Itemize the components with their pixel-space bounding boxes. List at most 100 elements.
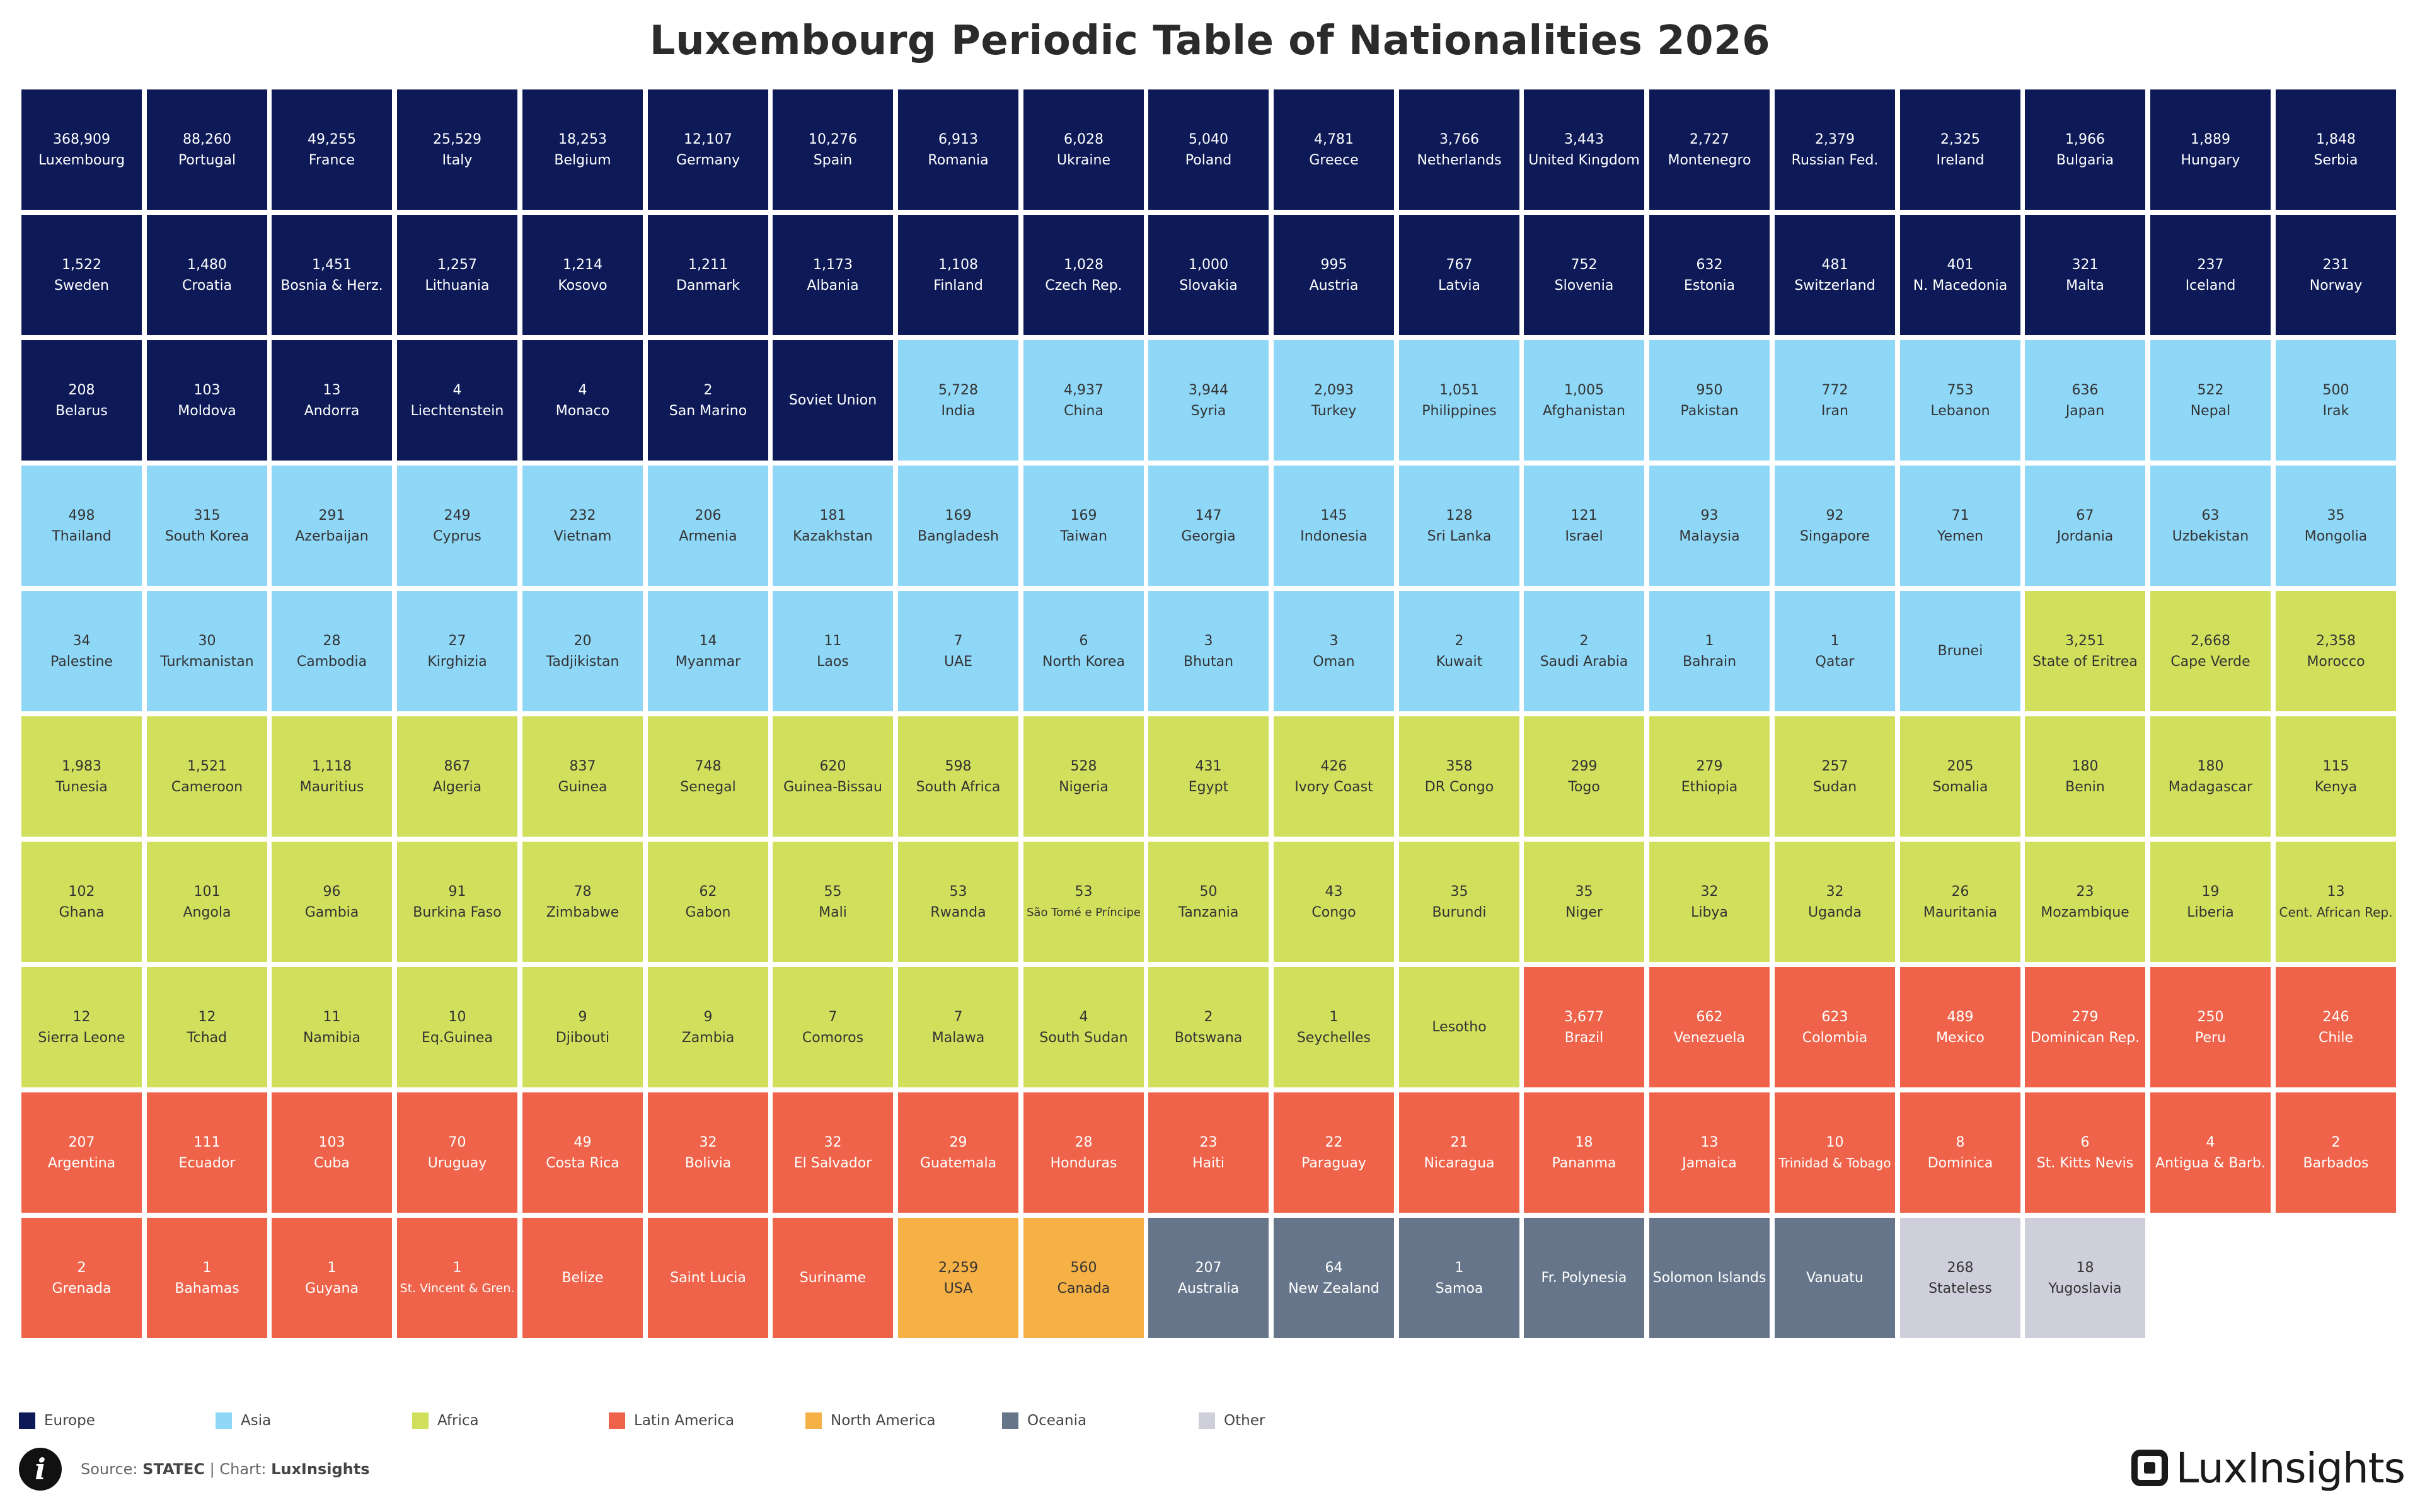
tile-value: 145 xyxy=(1320,507,1347,524)
tile-value: 115 xyxy=(2322,758,2349,774)
tile-value: 268 xyxy=(1947,1259,1974,1276)
tile-country-name: Estonia xyxy=(1684,277,1735,294)
tile-value: 772 xyxy=(1821,382,1848,398)
tile-estonia: 632 Estonia xyxy=(1649,215,1770,335)
tile-seychelles: 1 Seychelles xyxy=(1274,967,1394,1087)
tile-value: 18 xyxy=(1575,1134,1593,1150)
tile-value: 2 xyxy=(77,1259,86,1276)
tile-yugoslavia: 18 Yugoslavia xyxy=(2025,1218,2145,1338)
tile-value: 1,214 xyxy=(563,256,602,273)
tile-dominica: 8 Dominica xyxy=(1900,1092,2020,1213)
tile-value: 620 xyxy=(819,758,846,774)
tile-mongolia: 35 Mongolia xyxy=(2276,466,2396,586)
tile-value: 1,028 xyxy=(1064,256,1103,273)
tile-value: 358 xyxy=(1446,758,1473,774)
legend-item-other[interactable]: Other xyxy=(1199,1411,1265,1430)
legend-label: Asia xyxy=(241,1412,272,1429)
tile-guyana: 1 Guyana xyxy=(272,1218,392,1338)
tile-value: 111 xyxy=(193,1134,221,1150)
tile-value: 1,451 xyxy=(312,256,352,273)
tile-bahamas: 1 Bahamas xyxy=(147,1218,267,1338)
tile-value: 5,040 xyxy=(1189,131,1228,147)
tile-country-name: Finland xyxy=(933,277,983,294)
tile-value: 1,521 xyxy=(187,758,227,774)
tile-laos: 11 Laos xyxy=(773,591,893,711)
tile-country-name: Guatemala xyxy=(919,1155,997,1171)
source-label: Source: xyxy=(81,1460,143,1478)
tile-value: 67 xyxy=(2076,507,2094,524)
tile-zambia: 9 Zambia xyxy=(648,967,768,1087)
tile-country-name: Argentina xyxy=(47,1155,116,1171)
tile-norway: 231 Norway xyxy=(2276,215,2396,335)
tile-slovenia: 752 Slovenia xyxy=(1524,215,1644,335)
tile-country-name: UAE xyxy=(943,653,973,670)
tile-country-name: Tunesia xyxy=(55,779,108,795)
tile-value: 43 xyxy=(1325,883,1343,900)
tile-country-name: Afghanistan xyxy=(1543,403,1625,419)
tile-country-name: Honduras xyxy=(1050,1155,1117,1171)
tile-country-name: India xyxy=(941,403,976,419)
tile-value: 2 xyxy=(703,382,713,398)
tile-moldova: 103 Moldova xyxy=(147,340,267,461)
legend-item-europe[interactable]: Europe xyxy=(19,1411,95,1430)
tile-country-name: Belarus xyxy=(55,403,108,419)
legend-item-asia[interactable]: Asia xyxy=(216,1411,271,1430)
tile-country-name: Bangladesh xyxy=(918,528,999,544)
tile-tchad: 12 Tchad xyxy=(147,967,267,1087)
tile-country-name: Singapore xyxy=(1800,528,1870,544)
tile-country-name: Zambia xyxy=(681,1029,735,1046)
tile-st-vincent-gren: 1 St. Vincent & Gren. xyxy=(397,1218,517,1338)
tile-value: 1,522 xyxy=(62,256,101,273)
info-icon[interactable]: i xyxy=(19,1448,62,1491)
tile-value: 93 xyxy=(1700,507,1719,524)
tile-myanmar: 14 Myanmar xyxy=(648,591,768,711)
tile-country-name: Portugal xyxy=(178,152,236,168)
tile-indonesia: 145 Indonesia xyxy=(1274,466,1394,586)
tile-value: 50 xyxy=(1199,883,1218,900)
tile-country-name: Barbados xyxy=(2303,1155,2369,1171)
tile-value: 1 xyxy=(1455,1259,1464,1276)
tile-andorra: 13 Andorra xyxy=(272,340,392,461)
tile-country-name: Gabon xyxy=(685,904,731,920)
tile-thailand: 498 Thailand xyxy=(21,466,142,586)
tile-country-name: Tadjikistan xyxy=(546,653,619,670)
tile-congo: 43 Congo xyxy=(1274,842,1394,962)
tile-sierra-leone: 12 Sierra Leone xyxy=(21,967,142,1087)
tile-value: 1 xyxy=(452,1259,462,1276)
tile-mauritius: 1,118 Mauritius xyxy=(272,716,392,837)
tile-value: 96 xyxy=(323,883,341,900)
tile-paraguay: 22 Paraguay xyxy=(1274,1092,1394,1213)
legend-item-latin-america[interactable]: Latin America xyxy=(609,1411,734,1430)
tile-value: 560 xyxy=(1070,1259,1097,1276)
tile-country-name: Brunei xyxy=(1937,643,1983,659)
tile-value: 22 xyxy=(1325,1134,1343,1150)
legend-item-africa[interactable]: Africa xyxy=(412,1411,479,1430)
tile-kuwait: 2 Kuwait xyxy=(1399,591,1519,711)
tile-value: 2,358 xyxy=(2316,633,2356,649)
tile-gambia: 96 Gambia xyxy=(272,842,392,962)
legend-item-north-america[interactable]: North America xyxy=(805,1411,936,1430)
tile-turkey: 2,093 Turkey xyxy=(1274,340,1394,461)
legend-item-oceania[interactable]: Oceania xyxy=(1002,1411,1086,1430)
tile-tadjikistan: 20 Tadjikistan xyxy=(522,591,643,711)
tile-value: 1,000 xyxy=(1189,256,1228,273)
tile-value: 53 xyxy=(949,883,967,900)
tile-value: 1,118 xyxy=(312,758,352,774)
tile-sao-tome-e-principe: 53 São Tomé e Príncipe xyxy=(1023,842,1144,962)
tile-country-name: State of Eritrea xyxy=(2032,653,2138,670)
luxinsights-logo-icon xyxy=(2131,1450,2169,1486)
tile-country-name: Turkey xyxy=(1311,403,1357,419)
tile-serbia: 1,848 Serbia xyxy=(2276,89,2396,210)
tile-jamaica: 13 Jamaica xyxy=(1649,1092,1770,1213)
tile-country-name: Kazakhstan xyxy=(793,528,873,544)
tile-country-name: Pananma xyxy=(1552,1155,1616,1171)
tile-country-name: Tchad xyxy=(187,1029,228,1046)
tile-cyprus: 249 Cyprus xyxy=(397,466,517,586)
tile-country-name: Rwanda xyxy=(930,904,986,920)
tile-value: 321 xyxy=(2071,256,2099,273)
tile-nigeria: 528 Nigeria xyxy=(1023,716,1144,837)
tile-value: 1,173 xyxy=(813,256,853,273)
tile-country-name: Seychelles xyxy=(1296,1029,1371,1046)
tile-value: 27 xyxy=(448,633,466,649)
tile-value: 13 xyxy=(2327,883,2345,900)
